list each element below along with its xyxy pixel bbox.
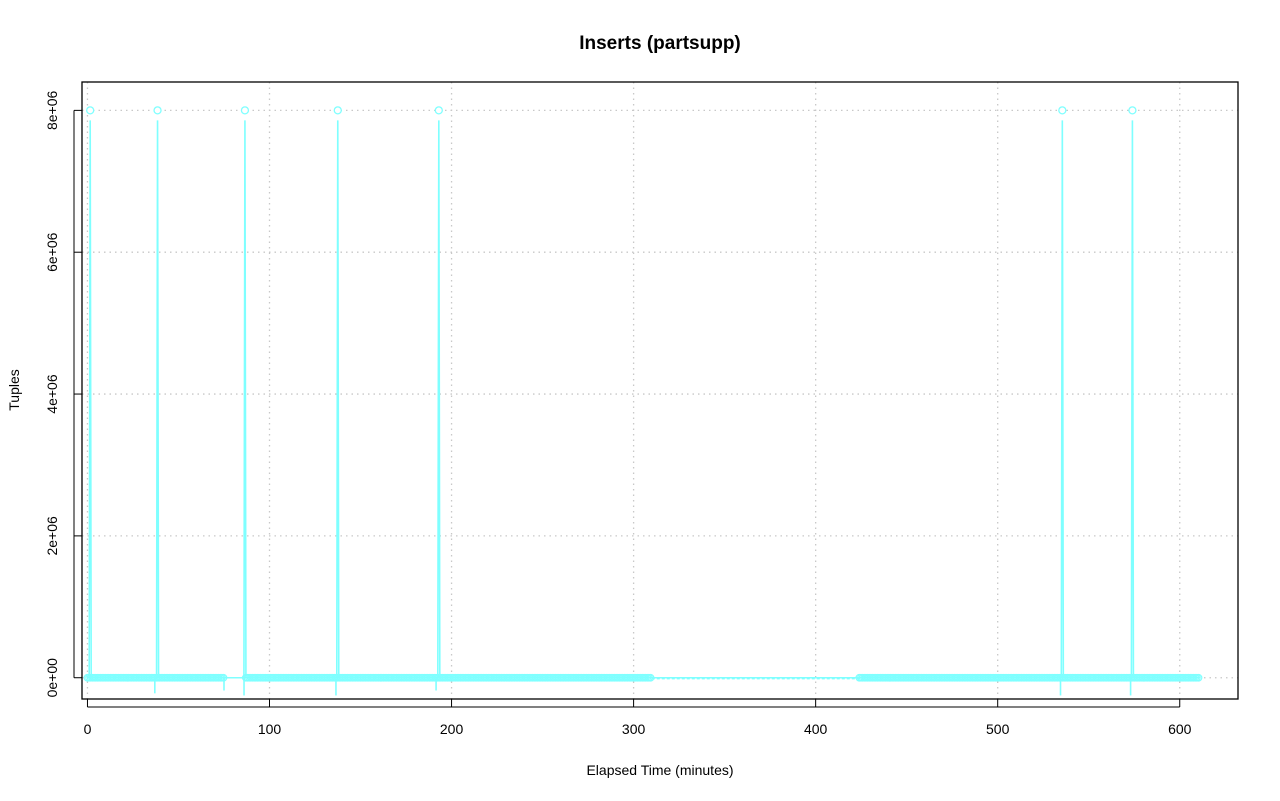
x-tick-label: 100 <box>258 721 282 737</box>
series-spike <box>1060 120 1065 678</box>
series-inserts <box>83 106 1203 696</box>
series-spike <box>243 120 247 678</box>
spike-point <box>434 106 443 115</box>
x-tick-label: 300 <box>622 721 646 737</box>
chart-title: Inserts (partsupp) <box>579 33 741 54</box>
series-spike <box>155 120 160 678</box>
grid <box>82 82 1238 699</box>
x-tick-label: 600 <box>1168 721 1192 737</box>
spike-point <box>1128 106 1137 115</box>
data-point <box>646 673 655 682</box>
x-tick-label: 200 <box>440 721 464 737</box>
data-point <box>1194 673 1203 682</box>
y-tick-label: 4e+06 <box>44 374 60 414</box>
y-axis: 0e+00 2e+06 4e+06 6e+06 8e+06 <box>44 90 82 697</box>
y-tick-label: 2e+06 <box>44 516 60 556</box>
y-axis-label: Tuples <box>6 369 22 411</box>
spike-point <box>333 106 342 115</box>
spike-point <box>153 106 162 115</box>
y-tick-label: 6e+06 <box>44 232 60 272</box>
spike-point <box>86 106 95 115</box>
plot-frame <box>81 81 1239 700</box>
spike-point <box>1058 106 1067 115</box>
x-axis-label: Elapsed Time (minutes) <box>586 762 733 778</box>
x-tick-label: 500 <box>986 721 1010 737</box>
x-tick-label: 0 <box>84 721 92 737</box>
spike-point <box>240 106 250 115</box>
x-tick-label: 400 <box>804 721 828 737</box>
y-tick-label: 8e+06 <box>44 90 60 130</box>
x-axis: 0 100 200 300 400 500 600 <box>84 699 1192 737</box>
y-tick-label: 0e+00 <box>44 658 60 698</box>
series-spike <box>335 120 340 678</box>
series-spike <box>437 120 441 678</box>
series-spike <box>1130 120 1135 678</box>
series-spike <box>88 120 92 678</box>
